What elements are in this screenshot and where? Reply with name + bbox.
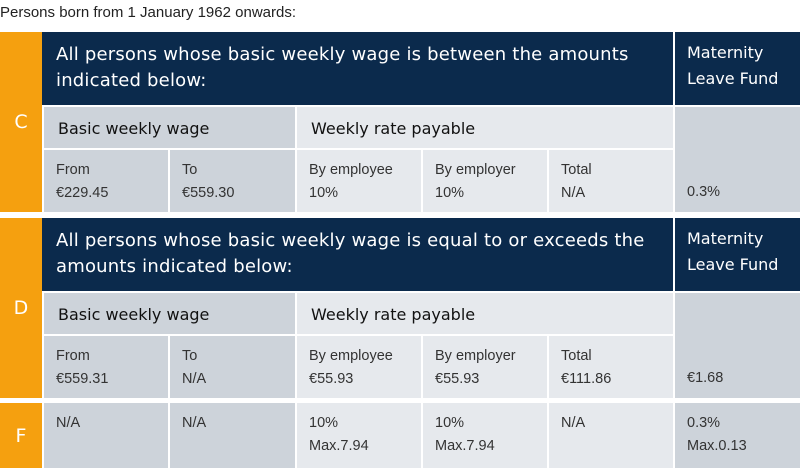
fund-cell: €1.68	[673, 291, 800, 398]
table-cell: Total N/A	[547, 148, 673, 212]
cell-label: From	[56, 348, 90, 364]
cell-label: By employer	[435, 162, 516, 178]
fund-value: 0.3%	[687, 184, 721, 200]
cell-value: €55.93	[309, 371, 354, 387]
cell-value: €559.30	[182, 185, 235, 201]
cell-value: 10%	[309, 415, 339, 431]
rate-heading: Weekly rate payable	[295, 105, 673, 148]
cell-label: To	[182, 162, 198, 178]
wage-heading: Basic weekly wage	[42, 105, 295, 148]
cell-value: €229.45	[56, 185, 109, 201]
table-cell: 10% Max.7.94	[421, 403, 547, 468]
cell-label: To	[182, 348, 198, 364]
table-cell: By employer 10%	[421, 148, 547, 212]
cell-label: By employer	[435, 348, 516, 364]
cell-label: Total	[561, 162, 592, 178]
table-cell: N/A	[547, 403, 673, 468]
fund-heading: Maternity Leave Fund	[673, 32, 800, 105]
table-cell: By employer €55.93	[421, 334, 547, 398]
table-cell: N/A	[42, 403, 168, 468]
cell-label: By employee	[309, 348, 393, 364]
table-cell: N/A	[168, 403, 295, 468]
wage-heading: Basic weekly wage	[42, 291, 295, 334]
cell-value: N/A	[182, 415, 207, 431]
caption: Persons born from 1 January 1962 onwards…	[0, 4, 296, 21]
cell-label: From	[56, 162, 90, 178]
table-cell: By employee €55.93	[295, 334, 421, 398]
cell-value: 10%	[435, 415, 465, 431]
cell-value: €111.86	[561, 371, 612, 387]
table-cell: To N/A	[168, 334, 295, 398]
cell-value: N/A	[561, 415, 586, 431]
section-letter: D	[0, 218, 42, 398]
section-heading: All persons whose basic weekly wage is e…	[42, 218, 673, 291]
cell-note: Max.7.94	[435, 438, 495, 454]
table-cell: Total €111.86	[547, 334, 673, 398]
table-cell: 10% Max.7.94	[295, 403, 421, 468]
fund-value: 0.3%	[687, 415, 721, 431]
cell-label: By employee	[309, 162, 393, 178]
table-cell: From €559.31	[42, 334, 168, 398]
section-heading: All persons whose basic weekly wage is b…	[42, 32, 673, 105]
table-cell: To €559.30	[168, 148, 295, 212]
fund-value: €1.68	[687, 370, 724, 386]
rate-heading: Weekly rate payable	[295, 291, 673, 334]
cell-value: 10%	[309, 185, 339, 201]
section-letter: F	[0, 403, 42, 468]
cell-note: Max.7.94	[309, 438, 369, 454]
cell-value: €55.93	[435, 371, 480, 387]
cell-value: N/A	[56, 415, 81, 431]
table-cell: From €229.45	[42, 148, 168, 212]
cell-value: €559.31	[56, 371, 109, 387]
fund-heading: Maternity Leave Fund	[673, 218, 800, 291]
cell-value: N/A	[182, 371, 207, 387]
fund-cell: 0.3% Max.0.13	[673, 403, 800, 468]
cell-value: N/A	[561, 185, 586, 201]
cell-value: 10%	[435, 185, 465, 201]
table-cell: By employee 10%	[295, 148, 421, 212]
section-letter: C	[0, 32, 42, 212]
fund-note: Max.0.13	[687, 438, 747, 454]
cell-label: Total	[561, 348, 592, 364]
fund-cell: 0.3%	[673, 105, 800, 212]
